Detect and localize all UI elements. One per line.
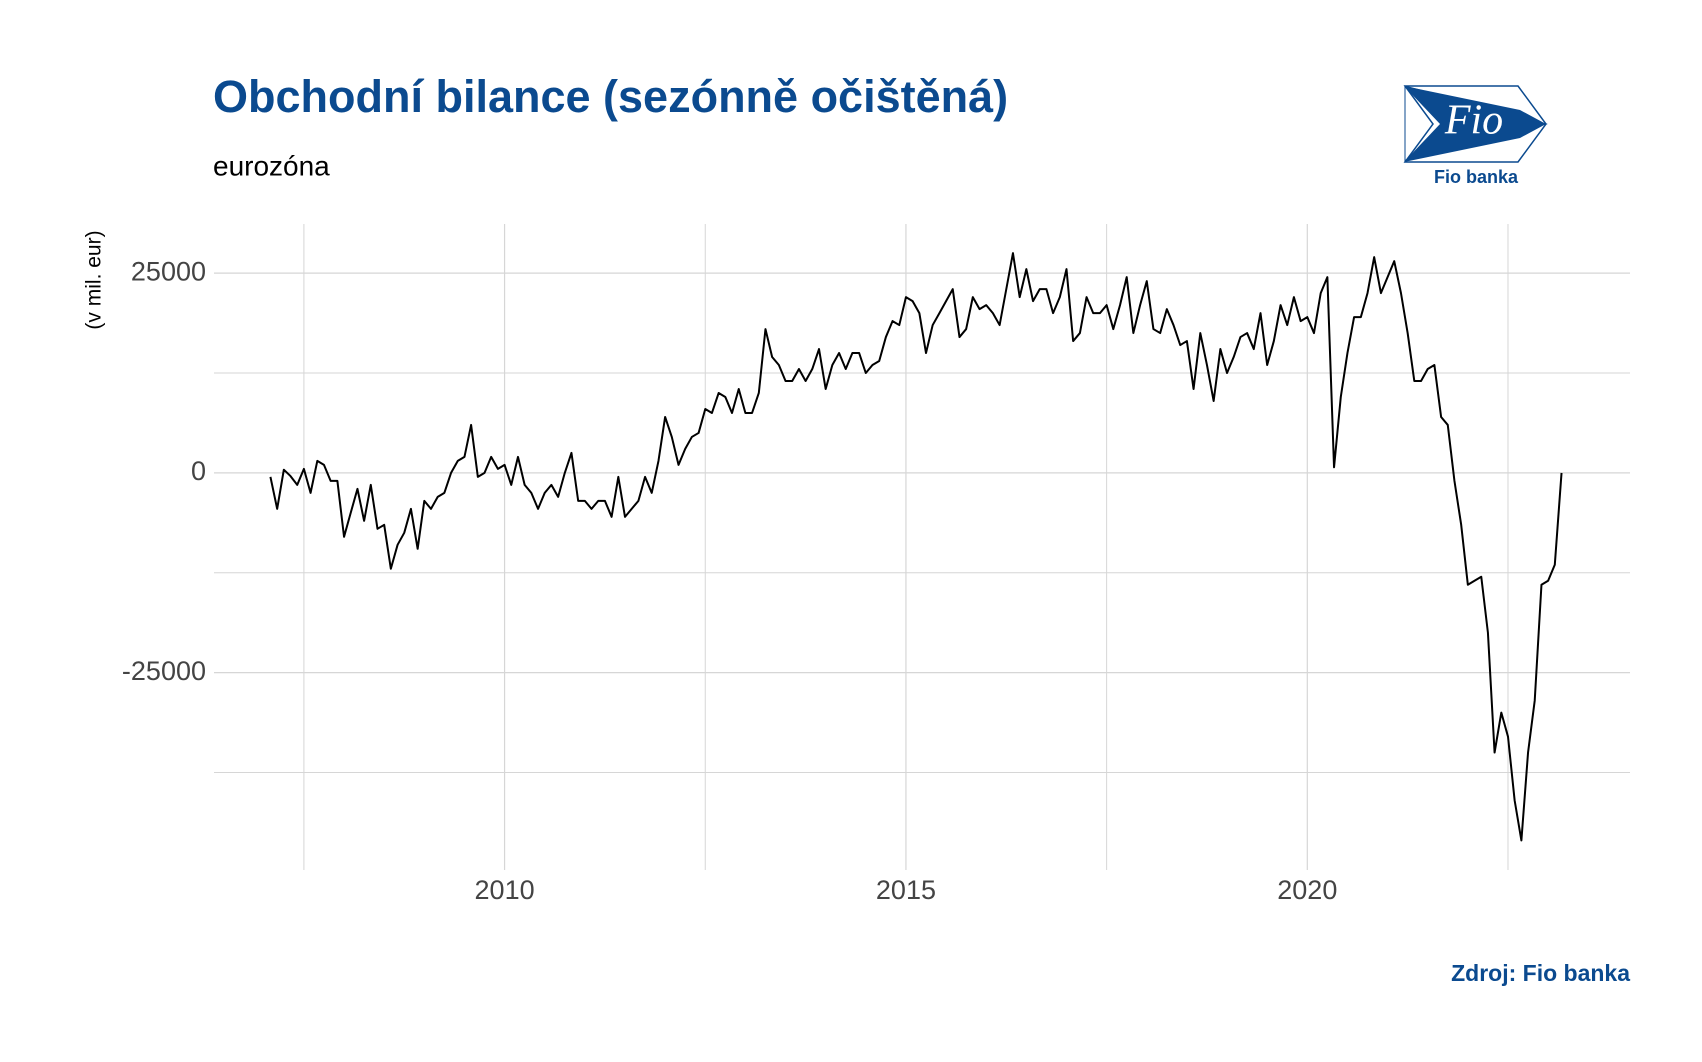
y-tick-label: 0: [191, 456, 206, 486]
logo-text: Fio banka: [1434, 167, 1519, 187]
y-tick-label: 25000: [131, 256, 206, 286]
y-tick-label: -25000: [122, 656, 206, 686]
y-axis-label: (v mil. eur): [83, 230, 106, 329]
x-tick-label: 2015: [876, 875, 936, 905]
caption: Zdroj: Fio banka: [1451, 960, 1630, 986]
chart-title: Obchodní bilance (sezónně očištěná): [213, 71, 1008, 122]
logo-mark: Fio: [1444, 98, 1503, 144]
grid: [214, 224, 1630, 870]
line-series: [269, 252, 1563, 842]
chart-subtitle: eurozóna: [213, 150, 330, 181]
logo: Fio Fio banka: [1403, 85, 1548, 187]
x-tick-label: 2010: [475, 875, 535, 905]
logo-shape: [1404, 86, 1546, 162]
x-tick-label: 2020: [1277, 875, 1337, 905]
logo-outline: [1403, 85, 1547, 163]
